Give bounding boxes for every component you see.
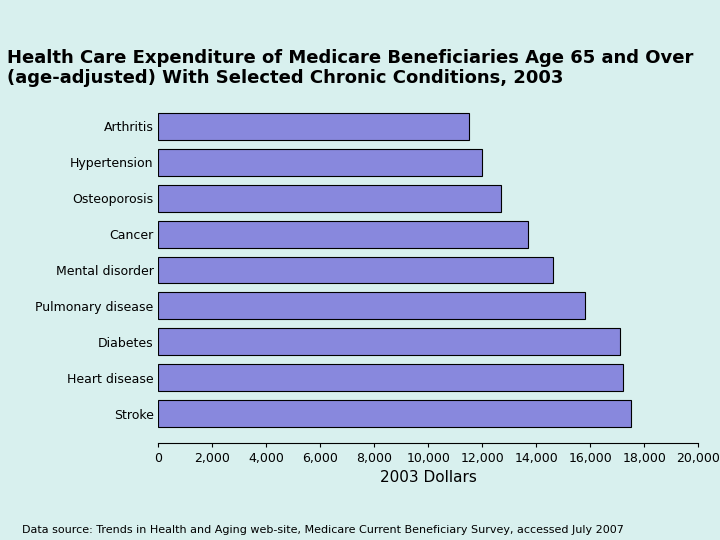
- Bar: [158, 185, 501, 212]
- Bar: [158, 328, 620, 355]
- Bar: [158, 221, 528, 247]
- Bar: [158, 400, 631, 427]
- Bar: [158, 149, 482, 176]
- Bar: [158, 256, 553, 284]
- Bar: [158, 364, 623, 391]
- Bar: [158, 293, 585, 319]
- Bar: [158, 113, 469, 140]
- Text: Health Care Expenditure of Medicare Beneficiaries Age 65 and Over
(age-adjusted): Health Care Expenditure of Medicare Bene…: [7, 49, 693, 87]
- Text: Data source: Trends in Health and Aging web-site, Medicare Current Beneficiary S: Data source: Trends in Health and Aging …: [22, 524, 624, 535]
- X-axis label: 2003 Dollars: 2003 Dollars: [380, 470, 477, 485]
